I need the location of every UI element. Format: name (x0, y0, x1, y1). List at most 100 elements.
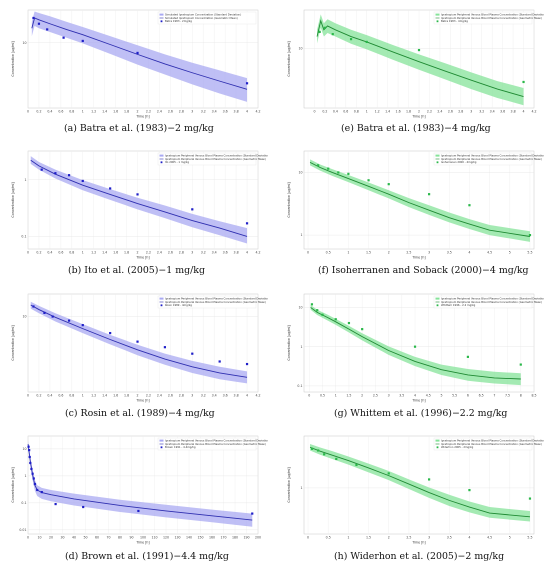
chart-e: 0 0.2 0.4 0.6 0.8 1 1.2 1.4 1.6 1.8 2 2.2 2.4 2.6 2.8 3… (287, 9, 544, 119)
x-tick-label: 3 (191, 394, 193, 398)
x-tick-label: 4.2 (531, 110, 536, 114)
x-tick-label: 2.8 (458, 110, 463, 114)
x-tick-label: 3.2 (201, 110, 206, 114)
mean-line (31, 17, 248, 90)
observed-point (245, 362, 249, 366)
legend-swatch (436, 161, 439, 164)
x-tick-label: 10 (37, 536, 41, 540)
observed-point (335, 457, 338, 461)
x-tick-label: 1 (335, 394, 337, 398)
observed-point (323, 26, 327, 29)
legend-swatch (159, 297, 164, 300)
observed-point (40, 491, 43, 494)
observed-point (522, 80, 525, 84)
x-tick-label: 1.8 (124, 251, 129, 255)
observed-point (136, 51, 139, 55)
observed-point (468, 488, 471, 492)
observed-point (365, 40, 368, 44)
observed-point (361, 328, 364, 331)
observed-point (37, 22, 41, 25)
x-tick-label: 1.4 (385, 110, 390, 114)
sd-band (31, 11, 248, 102)
x-tick-label: 3.2 (201, 394, 206, 398)
x-tick-label: 3 (191, 110, 193, 114)
x-tick-label: 1 (366, 110, 368, 114)
x-tick-label: 4 (523, 110, 525, 114)
chart-f: 0 0.5 1 1.5 2 2.5 3 3.5 4 4.5 5 5.5 1 10 Time [h] Conce… (287, 150, 544, 260)
x-tick-label: 2.2 (146, 110, 151, 114)
caption-c: (c) Rosin et al. (1989)−4 mg/kg (65, 408, 215, 419)
x-tick-label: 0 (27, 251, 29, 255)
x-tick-label: 2 (361, 394, 363, 398)
caption-f: (f) Isoherranen and Soback (2000)−4 mg/k… (318, 265, 529, 276)
observed-point (417, 48, 421, 52)
x-tick-label: 2.4 (157, 394, 162, 398)
y-tick-label: 1 (300, 486, 302, 490)
chart-panel-g: 0 0.5 1 1.5 2 2.5 3 3.5 4 4.5 5 5.5 6 6.5 7 7.5 8 8.5 0.1 1… (282, 288, 544, 406)
x-tick-label: 4.5 (487, 536, 492, 540)
caption-g: (g) Whittem et al. (1996)−2.2 mg/kg (334, 408, 508, 419)
mean-line (309, 161, 531, 237)
observed-point (62, 36, 65, 39)
x-tick-label: 2 (418, 110, 420, 114)
legend-swatch (159, 13, 164, 16)
legend-label: Ipratropium Peripheral Venous Blood Plas… (165, 157, 266, 161)
legend-label: Rosin 1989 - 4mg/kg (165, 303, 192, 307)
x-tick-label: 8 (520, 394, 522, 398)
legend-label: Isoherranen 2000 - 4mg/kg (441, 160, 477, 164)
caption-a: (a) Batra et al. (1983)−2 mg/kg (64, 123, 214, 134)
x-tick-label: 5 (509, 251, 511, 255)
x-tick-label: 170 (220, 536, 226, 540)
observed-point (136, 340, 139, 343)
x-axis-label: Time [h] (411, 256, 425, 260)
chart-c: 0 0.2 0.4 0.6 0.8 1 1.2 1.4 1.6 1.8 2 2.2 2.4 2.6 2.8 3… (11, 293, 268, 403)
x-tick-label: 3.4 (490, 110, 495, 114)
x-tick-label: 3 (428, 536, 430, 540)
y-axis-label: Concentration [μg/ml] (287, 325, 291, 360)
x-tick-label: 1.8 (406, 110, 411, 114)
legend-swatch (160, 304, 163, 307)
legend-box (157, 437, 257, 451)
x-tick-label: 0.4 (47, 110, 52, 114)
sd-band (30, 156, 248, 244)
x-tick-label: 2.5 (406, 251, 411, 255)
x-axis-label: Time [h] (411, 399, 425, 403)
chart-b: 0 0.2 0.4 0.6 0.8 1 1.2 1.4 1.6 1.8 2 2.2 2.4 2.6 2.8 3… (11, 150, 268, 260)
x-tick-label: 1.2 (91, 251, 96, 255)
observed-point (163, 346, 167, 349)
y-axis-label: Concentration [μg/ml] (11, 182, 15, 217)
x-tick-label: 2.6 (168, 394, 173, 398)
x-tick-label: 4 (246, 251, 248, 255)
x-tick-label: 0.8 (69, 251, 74, 255)
legend-label: Simulated Ipratropium Concentration (Sta… (165, 12, 241, 16)
x-tick-label: 130 (174, 536, 180, 540)
observed-point (136, 193, 139, 196)
observed-point (30, 467, 33, 471)
x-axis-label: Time [h] (135, 541, 149, 545)
sd-band (317, 14, 524, 106)
x-tick-label: 7 (493, 394, 495, 398)
caption-e: (e) Batra et al. (1983)−4 mg/kg (341, 123, 491, 134)
x-tick-label: 0 (307, 251, 309, 255)
x-tick-label: 3.4 (212, 110, 217, 114)
x-tick-label: 40 (72, 536, 76, 540)
observed-point (347, 172, 350, 175)
y-tick-label: 10 (22, 447, 26, 451)
x-tick-label: 160 (209, 536, 215, 540)
observed-point (251, 512, 254, 515)
x-tick-label: 2.8 (179, 251, 184, 255)
legend-swatch (436, 446, 439, 449)
observed-point (317, 164, 320, 167)
x-tick-label: 3.4 (212, 394, 217, 398)
observed-point (29, 461, 32, 465)
x-tick-label: 1.4 (102, 251, 107, 255)
y-axis-label: Concentration [μg/ml] (287, 41, 291, 76)
observed-point (31, 472, 34, 475)
mean-line (309, 446, 531, 518)
x-tick-label: 70 (106, 536, 110, 540)
x-tick-label: 1.2 (91, 110, 96, 114)
x-tick-label: 3.8 (234, 394, 239, 398)
observed-point (310, 447, 314, 450)
observed-point (245, 222, 249, 225)
sd-band (30, 301, 248, 384)
